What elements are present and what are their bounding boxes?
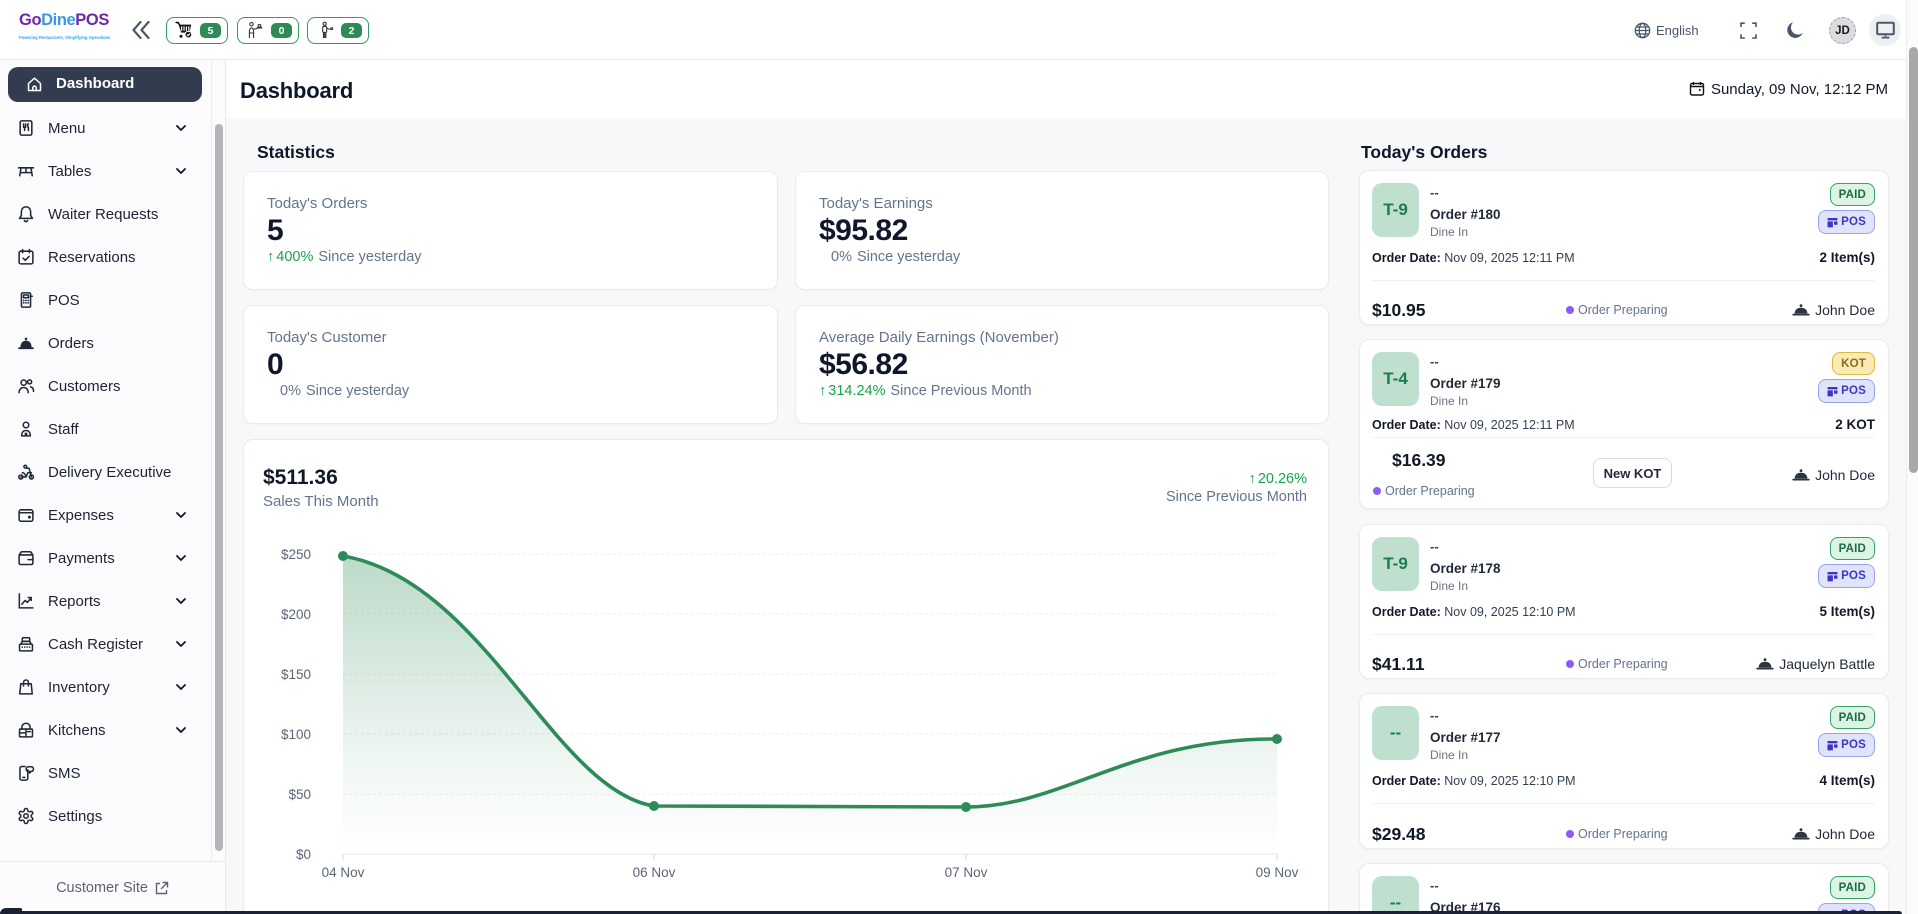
- svg-text:$150: $150: [281, 667, 311, 682]
- svg-text:$100: $100: [281, 727, 311, 742]
- svg-text:09 Nov: 09 Nov: [1256, 865, 1299, 880]
- svg-text:04 Nov: 04 Nov: [322, 865, 365, 880]
- svg-text:$200: $200: [281, 607, 311, 622]
- svg-text:$250: $250: [281, 547, 311, 562]
- svg-text:$0: $0: [296, 847, 311, 862]
- svg-text:07 Nov: 07 Nov: [945, 865, 988, 880]
- svg-text:06 Nov: 06 Nov: [633, 865, 676, 880]
- svg-text:$50: $50: [288, 787, 311, 802]
